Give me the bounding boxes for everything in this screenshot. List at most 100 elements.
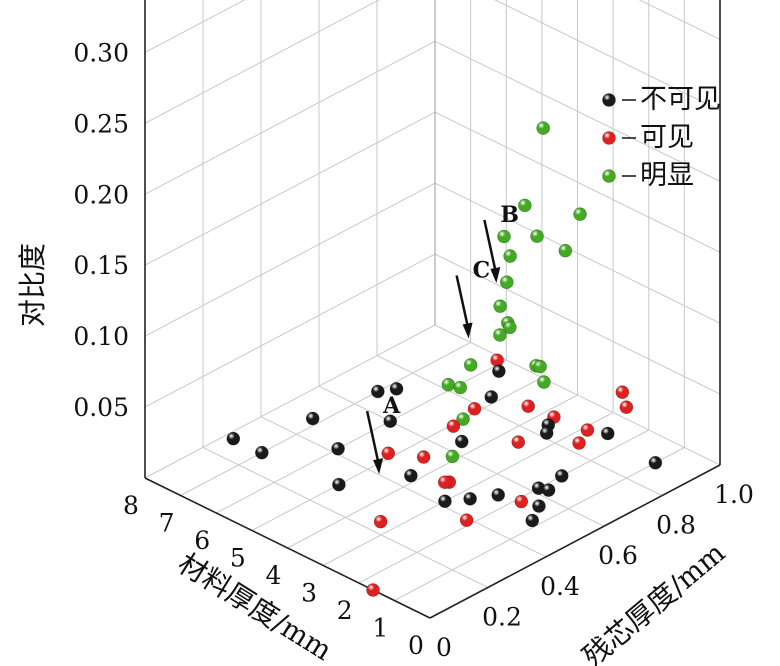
wall-grid-line — [144, 40, 436, 195]
floor-grid-line — [287, 394, 578, 549]
legend-label: 可见 — [640, 122, 694, 153]
wall-grid-line — [434, 253, 721, 395]
legend-label: 明显 — [640, 160, 694, 191]
annotation-arrowhead — [373, 458, 384, 475]
data-point — [371, 384, 385, 399]
y-tick-label: 0.6 — [598, 541, 638, 570]
data-point — [536, 121, 550, 135]
data-point — [389, 382, 404, 396]
x-axis-line — [144, 477, 431, 619]
data-point — [453, 380, 468, 395]
z-axis-title: 对比度 — [16, 243, 49, 327]
data-point — [416, 450, 431, 464]
wall-grid-line — [638, 0, 721, 40]
data-point — [437, 475, 452, 490]
data-point — [580, 423, 595, 437]
floor-grid-line — [318, 385, 605, 527]
legend-label: 不可见 — [640, 84, 721, 115]
y-tick-label: 0.4 — [540, 572, 580, 601]
data-point — [503, 249, 517, 263]
floor-grid-line — [144, 324, 436, 479]
wall-grid-line — [494, 0, 721, 111]
data-point — [454, 434, 469, 449]
wall-grid-line — [434, 111, 721, 253]
data-point — [539, 426, 554, 440]
axis-frame — [144, 0, 721, 619]
data-point — [404, 468, 418, 483]
data-point — [503, 320, 517, 335]
data-point — [381, 446, 396, 461]
data-point — [441, 377, 456, 392]
y-tick-label: 1.0 — [714, 480, 754, 509]
y-axis-line — [429, 464, 721, 619]
floor-grid-line — [202, 446, 489, 588]
data-point — [572, 436, 586, 450]
data-point — [511, 435, 526, 449]
data-point — [373, 514, 388, 529]
legend-marker — [602, 131, 616, 145]
data-point — [600, 426, 615, 441]
annotation-arrow — [483, 219, 498, 276]
data-point — [493, 328, 507, 342]
x-tick-label: 6 — [194, 526, 210, 555]
wall-grid-line — [144, 182, 436, 337]
data-point — [573, 207, 587, 221]
annotation-arrowhead — [490, 266, 501, 283]
floor-grid-line — [180, 342, 471, 496]
wall-grid-line — [434, 182, 721, 324]
wall-grid-line — [144, 253, 436, 408]
data-point — [648, 455, 663, 470]
tick-labels: 01234567800.20.40.60.81.00.050.100.150.2… — [73, 38, 754, 662]
annotation-label: B — [500, 202, 519, 228]
data-point — [463, 358, 478, 372]
data-point — [530, 229, 544, 244]
y-tick-label: 0 — [436, 633, 452, 662]
z-tick-label: 0.30 — [73, 38, 129, 67]
data-point — [541, 483, 556, 497]
annotation-label: C — [473, 258, 491, 284]
floor-grid-line — [260, 416, 547, 558]
annotation-arrowhead — [462, 322, 473, 339]
data-point — [532, 499, 546, 513]
annotation-arrow — [365, 410, 381, 467]
data-point — [619, 400, 634, 414]
x-tick-label: 5 — [230, 544, 246, 573]
data-point — [456, 412, 470, 426]
data-point — [521, 399, 535, 413]
x-tick-label: 7 — [159, 509, 175, 538]
data-point — [558, 243, 573, 258]
x-tick-label: 3 — [301, 579, 317, 608]
z-tick-label: 0.25 — [73, 109, 129, 138]
legend-marker — [602, 169, 616, 183]
wall-grid-line — [144, 0, 380, 124]
data-point — [491, 488, 506, 502]
data-point — [255, 445, 269, 460]
annotation-label: A — [382, 393, 401, 419]
wall-grid-line — [144, 0, 246, 53]
legend-marker — [602, 93, 616, 107]
data-point — [492, 364, 506, 378]
data-point — [518, 198, 532, 213]
x-tick-label: 0 — [408, 631, 424, 660]
data-point — [497, 229, 511, 244]
data-points — [226, 121, 663, 597]
grid-lines — [144, 0, 721, 619]
data-point — [305, 411, 320, 426]
data-point — [467, 401, 482, 416]
data-point — [438, 494, 452, 509]
z-tick-label: 0.15 — [73, 251, 129, 280]
y-tick-label: 0.2 — [482, 602, 522, 631]
data-point — [445, 449, 460, 464]
floor-grid-line — [358, 429, 649, 584]
floor-grid-line — [394, 447, 685, 601]
data-point — [383, 414, 398, 429]
data-point — [459, 513, 474, 527]
data-point — [554, 469, 569, 483]
x-tick-label: 1 — [372, 614, 388, 643]
z-tick-label: 0.20 — [73, 180, 129, 209]
floor-grid-line — [322, 412, 614, 566]
x-tick-label: 2 — [337, 596, 353, 625]
data-point — [493, 299, 507, 313]
data-point — [226, 431, 241, 446]
